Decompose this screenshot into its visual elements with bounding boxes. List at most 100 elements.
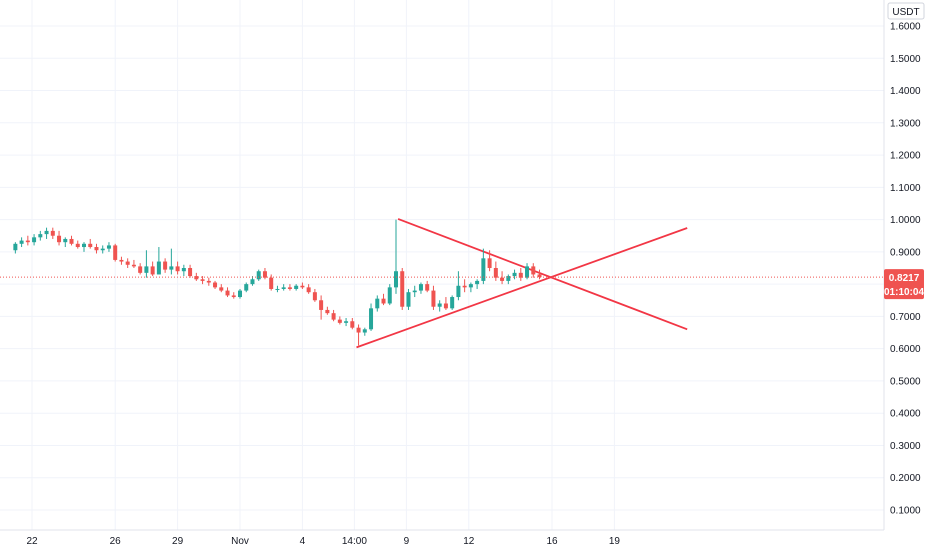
candle	[481, 248, 486, 285]
time-tick-label: 26	[110, 536, 122, 547]
price-tick-label: 1.2000	[890, 151, 921, 162]
candle-body	[57, 235, 62, 243]
candle-body	[13, 243, 18, 251]
candle-body	[387, 287, 392, 304]
candle-body	[50, 230, 55, 236]
candle-body	[287, 287, 292, 289]
candle	[537, 269, 542, 280]
candle-body	[213, 282, 218, 288]
candle	[75, 240, 80, 249]
candle-body	[150, 266, 155, 275]
candle	[38, 230, 43, 241]
candle-body	[194, 276, 199, 280]
candle	[468, 282, 473, 293]
candle-body	[500, 277, 505, 281]
candle	[350, 318, 355, 330]
candle	[269, 274, 274, 291]
time-tick-label: 14:00	[342, 536, 367, 547]
candle-body	[325, 309, 330, 314]
currency-badge[interactable]: USDT	[887, 2, 925, 20]
candle	[150, 261, 155, 277]
candle-body	[369, 308, 374, 330]
candle-body	[394, 271, 398, 288]
candle	[156, 247, 161, 275]
candle	[194, 272, 199, 281]
candle-body	[169, 266, 174, 270]
time-tick-label: 4	[300, 536, 306, 547]
candle-body	[331, 313, 336, 320]
candle-body	[306, 287, 311, 293]
candle-body	[19, 240, 24, 244]
candle	[319, 295, 324, 320]
candle-body	[244, 284, 249, 291]
price-tick-label: 0.3000	[890, 441, 921, 452]
candle	[144, 250, 149, 278]
price-tick-label: 0.5000	[890, 376, 921, 387]
candle-body	[475, 280, 480, 285]
candle-body	[468, 284, 473, 288]
candle-body	[462, 285, 467, 288]
time-tick-label: Nov	[231, 536, 249, 547]
candle-body	[206, 280, 211, 283]
candle	[106, 242, 111, 252]
candle	[500, 271, 505, 285]
price-axis[interactable]: 1.6000 1.5000 1.4000 1.3000 1.2000 1.1000 1.00…	[890, 22, 921, 517]
candle-body	[518, 272, 523, 278]
candle-body	[356, 327, 361, 333]
candle	[450, 295, 455, 310]
candle-body	[225, 290, 230, 296]
candle-body	[38, 234, 43, 238]
candle-body	[106, 245, 111, 249]
candle-body	[269, 277, 274, 289]
time-axis[interactable]: 22 26 29 Nov 4 14:00 9 12 16 19	[26, 536, 620, 547]
candle	[493, 261, 498, 281]
candle	[431, 285, 436, 310]
price-tick-label: 1.4000	[890, 86, 921, 97]
candle-body	[119, 259, 124, 262]
candle	[188, 264, 193, 278]
candle-body	[275, 288, 280, 290]
price-tick-label: 0.6000	[890, 344, 921, 355]
candle-body	[262, 271, 267, 278]
candle-body	[181, 268, 186, 272]
candle	[175, 261, 180, 275]
candle-body	[82, 243, 86, 248]
time-tick-label: 12	[463, 536, 475, 547]
candle-body	[319, 300, 324, 310]
candle	[50, 227, 55, 239]
candle	[356, 324, 361, 346]
candle	[13, 242, 18, 254]
candle	[425, 280, 430, 293]
price-tick-label: 0.4000	[890, 409, 921, 420]
candle	[44, 227, 49, 239]
price-tick-label: 1.6000	[890, 22, 921, 33]
currency-label: USDT	[892, 7, 919, 18]
candle	[19, 237, 24, 248]
candle-body	[493, 268, 498, 278]
candle-body	[156, 261, 161, 275]
candle	[518, 268, 523, 281]
price-tick-label: 0.9000	[890, 247, 921, 258]
candle-body	[406, 292, 411, 307]
candle	[394, 219, 398, 294]
candle	[244, 282, 249, 293]
candle-body	[362, 329, 367, 333]
candle	[256, 269, 261, 281]
candle	[381, 293, 386, 306]
candle-body	[231, 295, 236, 298]
candle	[300, 282, 305, 289]
trendline-lower	[356, 227, 688, 349]
candle	[63, 237, 68, 248]
candle	[281, 284, 286, 291]
candle-body	[44, 230, 49, 235]
time-tick-label: 16	[546, 536, 558, 547]
candle-body	[188, 268, 193, 277]
candle	[475, 279, 480, 289]
candle	[206, 277, 211, 286]
candle	[375, 295, 380, 312]
candle-body	[512, 272, 517, 277]
candle-body	[425, 284, 430, 291]
candle-body	[418, 284, 423, 291]
